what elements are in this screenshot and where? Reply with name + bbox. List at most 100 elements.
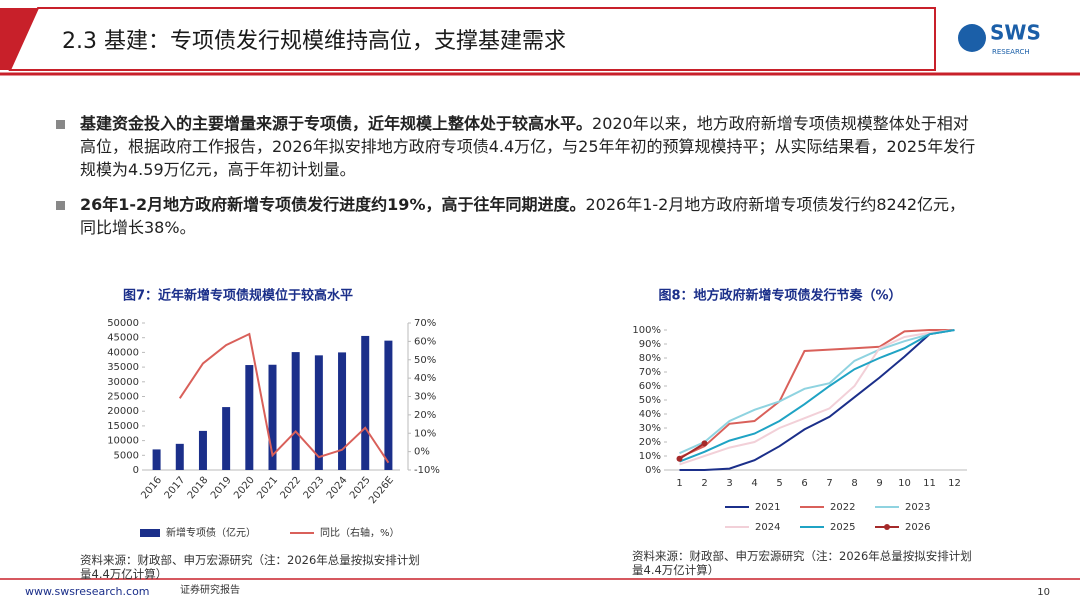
y-tick-label: 50% <box>639 395 661 406</box>
y-tick-label: 80% <box>639 353 661 364</box>
legend-label: 2026 <box>905 522 930 533</box>
y-tick-label: 10% <box>639 451 661 462</box>
y-tick-label: 15000 <box>107 421 139 432</box>
y2-tick-label: 0% <box>414 447 430 458</box>
line <box>679 329 955 471</box>
x-tick-label: 2021 <box>255 475 280 502</box>
bar <box>152 449 161 470</box>
x-tick-label: 2020 <box>232 475 257 502</box>
legend-label: 新增专项债（亿元） <box>166 526 256 539</box>
line <box>679 329 955 459</box>
y-tick-label: 90% <box>639 339 661 350</box>
point <box>701 440 708 447</box>
line <box>679 329 955 455</box>
bar <box>222 407 231 470</box>
x-tick-label: 2016 <box>139 475 164 502</box>
x-tick-label: 8 <box>851 478 857 489</box>
y-tick-label: 0 <box>133 465 139 476</box>
x-tick-label: 7 <box>826 478 832 489</box>
y-tick-label: 45000 <box>107 333 139 344</box>
legend-marker <box>884 524 890 530</box>
y-tick-label: 20% <box>639 437 661 448</box>
y-tick-label: 50000 <box>107 318 139 329</box>
legend-label: 2025 <box>830 522 855 533</box>
logo-text: SWS <box>990 21 1041 45</box>
x-tick-label: 11 <box>923 478 936 489</box>
logo-mark <box>958 24 986 52</box>
x-tick-label: 2023 <box>302 475 327 502</box>
legend-label: 2021 <box>755 502 780 513</box>
y-tick-label: 35000 <box>107 362 139 373</box>
bullet-bold: 26年1-2月地方政府新增专项债发行进度约19%，高于往年同期进度。 <box>80 195 586 214</box>
point <box>676 455 683 462</box>
bar <box>384 340 393 470</box>
chart-title: 图7：近年新增专项债规模位于较高水平 <box>123 288 353 304</box>
y-tick-label: 30000 <box>107 377 139 388</box>
x-tick-label: 5 <box>776 478 782 489</box>
y2-tick-label: 10% <box>414 428 436 439</box>
y-tick-label: 30% <box>639 423 661 434</box>
x-tick-label: 10 <box>898 478 911 489</box>
x-tick-label: 3 <box>726 478 732 489</box>
y-tick-label: 0% <box>645 465 661 476</box>
bar <box>291 352 300 470</box>
y-tick-label: 40% <box>639 409 661 420</box>
slide-title: 2.3 基建：专项债发行规模维持高位，支撑基建需求 <box>62 29 566 54</box>
footer-site: www.swsresearch.com <box>25 585 150 598</box>
bar <box>175 443 184 470</box>
y-tick-label: 5000 <box>114 450 139 461</box>
y2-tick-label: 50% <box>414 355 436 366</box>
bar <box>338 352 347 470</box>
logo-sub: RESEARCH <box>992 48 1030 56</box>
page-number: 10 <box>1037 587 1050 598</box>
title-accent <box>0 8 38 70</box>
x-tick-label: 1 <box>676 478 682 489</box>
x-tick-label: 2026E <box>367 475 396 506</box>
x-tick-label: 2 <box>701 478 707 489</box>
y-tick-label: 20000 <box>107 406 139 417</box>
source-note: 资料来源：财政部、申万宏源研究（注：2026年总量按拟安排计划量4.4万亿计算） <box>632 549 972 577</box>
y2-tick-label: 20% <box>414 410 436 421</box>
y2-tick-label: 70% <box>414 318 436 329</box>
bullet-text: 2026年1-2月地方政府新增专项债发行约8242亿元，同比增长38%。 <box>80 195 966 237</box>
legend-swatch <box>140 529 160 537</box>
bullet-text: 2020年以来，地方政府新增专项债规模整体处于相对高位，根据政府工作报告，202… <box>80 114 976 179</box>
legend-label: 2023 <box>905 502 930 513</box>
x-tick-label: 2022 <box>278 475 303 502</box>
y-tick-label: 25000 <box>107 392 139 403</box>
bar <box>268 364 277 470</box>
line <box>679 329 955 463</box>
x-tick-label: 9 <box>876 478 882 489</box>
y2-tick-label: 30% <box>414 392 436 403</box>
x-tick-label: 2019 <box>209 475 234 502</box>
y2-tick-label: 60% <box>414 336 436 347</box>
bullet: 26年1-2月地方政府新增专项债发行进度约19%，高于往年同期进度。2026年1… <box>56 193 980 239</box>
bar <box>314 355 323 470</box>
y-tick-label: 100% <box>632 325 661 336</box>
x-tick-label: 4 <box>751 478 757 489</box>
line <box>679 329 955 466</box>
bullet: 基建资金投入的主要增量来源于专项债，近年规模上整体处于较高水平。2020年以来，… <box>56 112 980 181</box>
x-tick-label: 2017 <box>163 475 188 502</box>
y-tick-label: 10000 <box>107 436 139 447</box>
source-note: 资料来源：财政部、申万宏源研究（注：2026年总量按拟安排计划量4.4万亿计算） <box>80 553 420 581</box>
y-tick-label: 70% <box>639 367 661 378</box>
bar <box>361 335 370 470</box>
legend-label: 2024 <box>755 522 780 533</box>
chart-title: 图8：地方政府新增专项债发行节奏（%） <box>658 288 901 304</box>
legend-label: 2022 <box>830 502 855 513</box>
legend-label: 同比（右轴，%） <box>320 526 400 539</box>
y-tick-label: 40000 <box>107 347 139 358</box>
line <box>178 332 390 464</box>
x-tick-label: 6 <box>801 478 807 489</box>
y2-tick-label: 40% <box>414 373 436 384</box>
line <box>678 442 706 460</box>
x-tick-label: 12 <box>948 478 961 489</box>
x-tick-label: 2018 <box>186 475 211 502</box>
bar <box>245 365 254 470</box>
y2-tick-label: -10% <box>414 465 440 476</box>
bar <box>198 430 207 470</box>
footer-label: 证券研究报告 <box>180 583 240 596</box>
